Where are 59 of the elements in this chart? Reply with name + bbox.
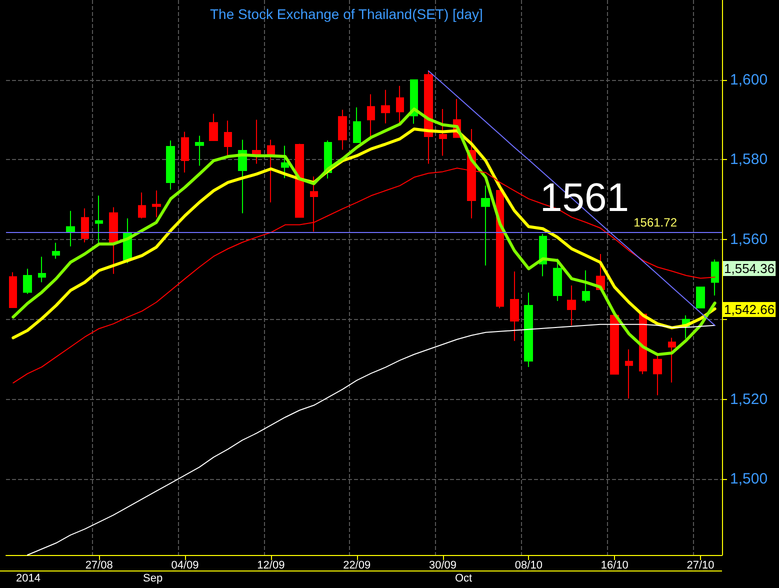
y-tick-label: 1,500 — [730, 470, 768, 488]
candlestick — [711, 259, 719, 296]
text: 1,554.36 — [724, 261, 775, 276]
candlestick — [267, 139, 275, 203]
candlestick — [23, 268, 32, 294]
candlestick — [252, 119, 261, 164]
candlestick — [181, 131, 189, 173]
candlestick — [553, 258, 562, 302]
candlestick — [224, 120, 232, 156]
x-tick-label: 04/09 — [171, 560, 199, 572]
x-tick-label: 12/09 — [257, 560, 285, 572]
candlestick — [338, 109, 347, 150]
y-tick-label: 1,600 — [730, 71, 768, 88]
ref-line-label: 1561.72 — [634, 216, 678, 230]
candlestick — [38, 256, 46, 283]
candlestick — [138, 192, 146, 219]
text: Oct — [455, 572, 472, 584]
candlestick — [696, 286, 705, 308]
candlestick — [610, 314, 619, 375]
candlestick — [381, 89, 390, 124]
x-tick-label: 27/10 — [686, 560, 714, 572]
candlestick — [195, 135, 204, 166]
x-tick-label: 16/10 — [600, 560, 628, 572]
candlestick — [510, 271, 519, 342]
candlestick — [668, 337, 676, 384]
candlestick — [66, 210, 75, 247]
candlestick — [152, 190, 161, 218]
y-tick-label: 1,580 — [730, 151, 768, 168]
candlestick — [481, 185, 490, 266]
text: 2014 — [16, 572, 40, 584]
candlestick — [52, 242, 60, 260]
candlestick — [95, 195, 103, 244]
candlestick — [295, 143, 304, 218]
y-tick-label: 1,520 — [730, 390, 768, 408]
candlestick — [9, 272, 17, 308]
candlestick — [166, 140, 175, 190]
x-tick-label: 08/10 — [514, 560, 542, 572]
x-tick-label: 22/09 — [343, 560, 371, 572]
candlestick — [625, 348, 633, 399]
candlestick — [567, 284, 576, 326]
candlestick — [524, 292, 533, 368]
candlestick — [367, 94, 375, 138]
x-tick-label: 27/08 — [85, 560, 113, 572]
candlestick — [209, 113, 218, 142]
text: 1,542.66 — [724, 302, 775, 317]
candlestick — [353, 106, 361, 144]
candlestick — [81, 208, 89, 243]
candlestick — [310, 176, 318, 232]
text: Sep — [143, 572, 163, 584]
x-tick-label: 30/09 — [428, 560, 457, 572]
chart-title: The Stock Exchange of Thailand(SET) [day] — [210, 6, 483, 22]
line-series — [26, 324, 716, 556]
candlestick — [653, 354, 662, 396]
candlestick — [582, 270, 590, 303]
candlestick — [109, 206, 118, 274]
y-tick-label: 1,560 — [730, 231, 768, 248]
candlestick — [396, 85, 404, 125]
candlestick — [281, 145, 289, 179]
candlestick — [439, 108, 447, 156]
